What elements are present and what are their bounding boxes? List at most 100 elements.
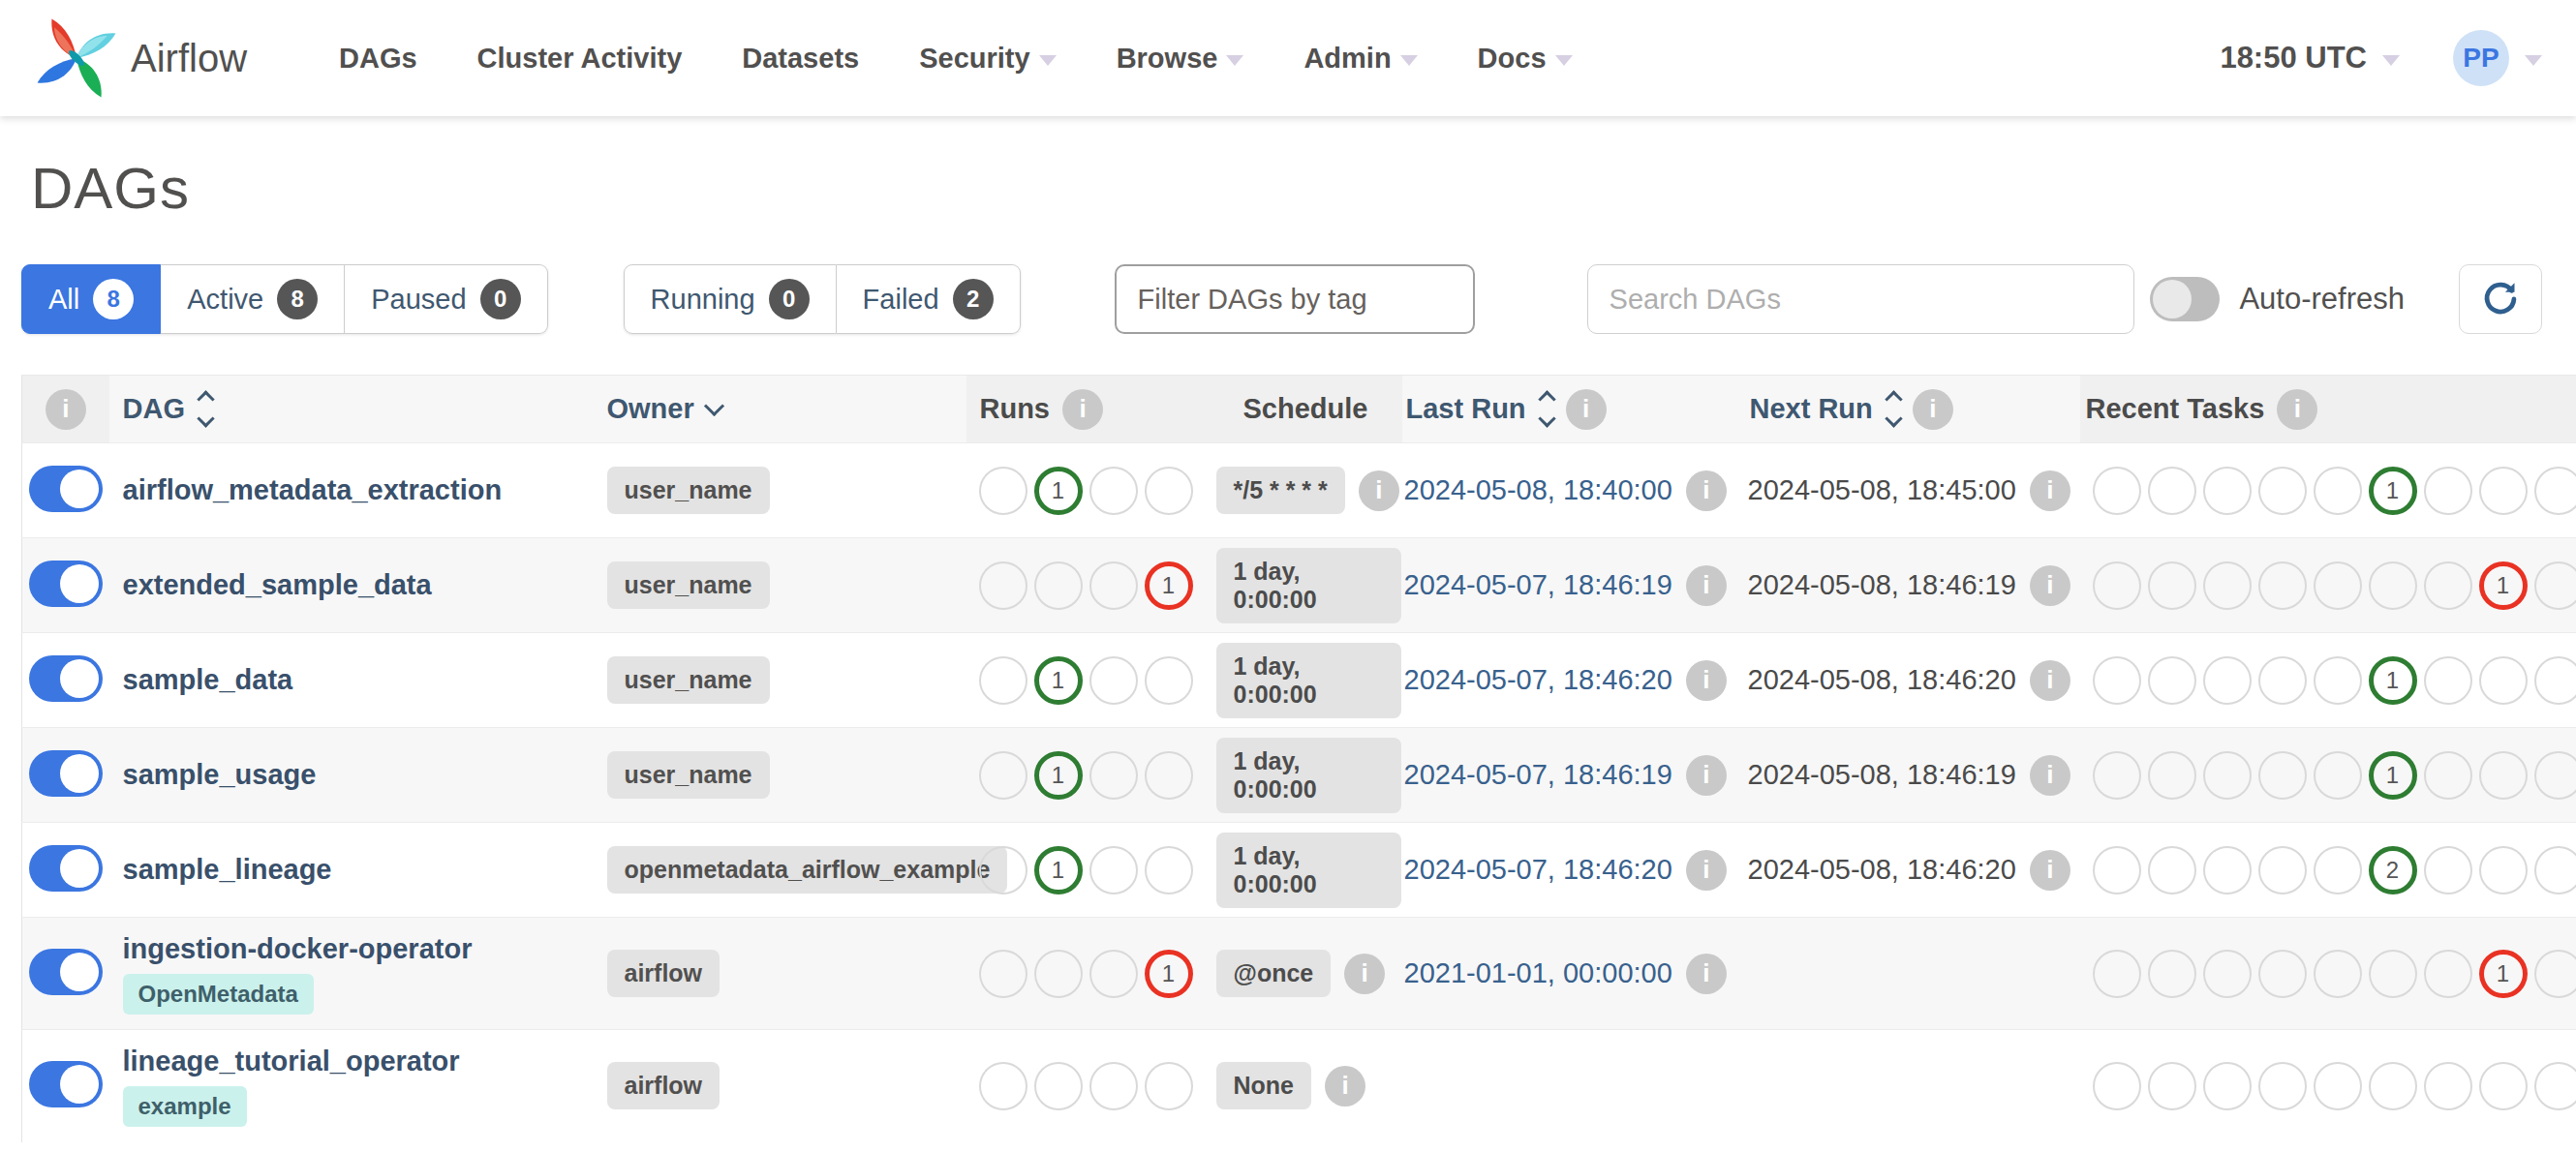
filter-tab-all[interactable]: All8: [21, 264, 161, 334]
recent-task-circle-empty[interactable]: [2534, 846, 2576, 894]
recent-task-circle-empty[interactable]: [2093, 950, 2141, 998]
recent-task-circle-empty[interactable]: [2314, 846, 2362, 894]
recent-task-circle-empty[interactable]: [2424, 950, 2472, 998]
run-state-circle-empty[interactable]: [979, 751, 1027, 800]
recent-task-circle-empty[interactable]: [2258, 1062, 2307, 1110]
recent-task-circle-empty[interactable]: [2424, 561, 2472, 610]
recent-task-circle-empty[interactable]: [2203, 846, 2252, 894]
recent-task-circle-empty[interactable]: [2479, 467, 2528, 515]
recent-task-circle-empty[interactable]: [2093, 656, 2141, 705]
recent-task-circle-failed[interactable]: 1: [2479, 950, 2528, 998]
owner-badge[interactable]: openmetadata_airflow_example: [607, 846, 1008, 894]
run-state-circle-empty[interactable]: [1145, 1062, 1193, 1110]
recent-task-circle-success[interactable]: 1: [2369, 751, 2417, 800]
recent-task-circle-empty[interactable]: [2369, 950, 2417, 998]
last-run-link[interactable]: 2024-05-07, 18:46:19: [1404, 759, 1672, 791]
nav-item-cluster-activity[interactable]: Cluster Activity: [477, 43, 683, 75]
run-state-circle-empty[interactable]: [1034, 950, 1083, 998]
last-run-link[interactable]: 2021-01-01, 00:00:00: [1404, 957, 1672, 989]
dag-name-link[interactable]: extended_sample_data: [123, 569, 432, 601]
run-state-circle-success[interactable]: 1: [1034, 656, 1083, 705]
recent-task-circle-empty[interactable]: [2479, 1062, 2528, 1110]
run-state-circle-success[interactable]: 1: [1034, 846, 1083, 894]
recent-task-circle-empty[interactable]: [2148, 467, 2196, 515]
recent-task-circle-empty[interactable]: [2093, 467, 2141, 515]
dag-pause-toggle[interactable]: [29, 949, 103, 995]
run-state-circle-empty[interactable]: [1145, 467, 1193, 515]
recent-task-circle-empty[interactable]: [2479, 751, 2528, 800]
recent-task-circle-success[interactable]: 2: [2369, 846, 2417, 894]
run-state-circle-failed[interactable]: 1: [1145, 561, 1193, 610]
airflow-brand[interactable]: Airflow: [34, 15, 247, 101]
owner-badge[interactable]: user_name: [607, 467, 770, 514]
dag-pause-toggle[interactable]: [29, 1061, 103, 1107]
last-run-link[interactable]: 2024-05-07, 18:46:20: [1404, 854, 1672, 886]
recent-task-circle-empty[interactable]: [2314, 1062, 2362, 1110]
last-run-link[interactable]: 2024-05-07, 18:46:19: [1404, 569, 1672, 601]
dag-pause-toggle[interactable]: [29, 750, 103, 797]
recent-task-circle-empty[interactable]: [2314, 656, 2362, 705]
last-run-link[interactable]: 2024-05-08, 18:40:00: [1404, 474, 1672, 506]
recent-task-circle-empty[interactable]: [2314, 950, 2362, 998]
refresh-button[interactable]: [2459, 264, 2542, 334]
dag-tag-badge[interactable]: OpenMetadata: [123, 974, 314, 1015]
recent-task-circle-empty[interactable]: [2314, 561, 2362, 610]
recent-task-circle-empty[interactable]: [2258, 846, 2307, 894]
recent-task-circle-empty[interactable]: [2479, 846, 2528, 894]
recent-task-circle-empty[interactable]: [2534, 656, 2576, 705]
filter-tab-active[interactable]: Active8: [161, 264, 345, 334]
run-state-circle-empty[interactable]: [1089, 561, 1138, 610]
nav-item-browse[interactable]: Browse: [1117, 43, 1244, 75]
run-state-circle-empty[interactable]: [979, 950, 1027, 998]
sort-by-dag[interactable]: DAG: [123, 393, 593, 425]
owner-badge[interactable]: airflow: [607, 950, 721, 997]
dag-name-link[interactable]: sample_lineage: [123, 854, 332, 886]
nav-item-admin[interactable]: Admin: [1303, 43, 1417, 75]
dag-pause-toggle[interactable]: [29, 561, 103, 607]
recent-task-circle-empty[interactable]: [2148, 751, 2196, 800]
run-state-circle-empty[interactable]: [1145, 846, 1193, 894]
recent-task-circle-empty[interactable]: [2314, 467, 2362, 515]
dag-name-link[interactable]: lineage_tutorial_operator: [123, 1046, 460, 1077]
run-state-circle-empty[interactable]: [979, 1062, 1027, 1110]
recent-task-circle-empty[interactable]: [2148, 561, 2196, 610]
run-state-circle-empty[interactable]: [1089, 1062, 1138, 1110]
recent-task-circle-empty[interactable]: [2093, 751, 2141, 800]
recent-task-circle-empty[interactable]: [2093, 561, 2141, 610]
recent-task-circle-empty[interactable]: [2369, 561, 2417, 610]
run-state-circle-empty[interactable]: [979, 846, 1027, 894]
owner-badge[interactable]: user_name: [607, 656, 770, 704]
run-state-circle-empty[interactable]: [1089, 656, 1138, 705]
sort-by-last-run[interactable]: Last Run: [1406, 393, 1553, 425]
run-state-circle-empty[interactable]: [1089, 751, 1138, 800]
dag-pause-toggle[interactable]: [29, 845, 103, 892]
dag-tag-badge[interactable]: example: [123, 1086, 247, 1127]
recent-task-circle-empty[interactable]: [2258, 751, 2307, 800]
dag-name-link[interactable]: sample_usage: [123, 759, 317, 791]
recent-task-circle-empty[interactable]: [2093, 846, 2141, 894]
recent-task-circle-empty[interactable]: [2203, 751, 2252, 800]
recent-task-circle-empty[interactable]: [2424, 467, 2472, 515]
run-state-circle-failed[interactable]: 1: [1145, 950, 1193, 998]
recent-task-circle-empty[interactable]: [2534, 467, 2576, 515]
run-state-circle-empty[interactable]: [979, 656, 1027, 705]
dag-name-link[interactable]: ingestion-docker-operator: [123, 933, 473, 965]
dag-name-link[interactable]: airflow_metadata_extraction: [123, 474, 503, 506]
recent-task-circle-success[interactable]: 1: [2369, 656, 2417, 705]
tag-filter-input[interactable]: [1115, 264, 1475, 334]
dag-pause-toggle[interactable]: [29, 466, 103, 512]
recent-task-circle-success[interactable]: 1: [2369, 467, 2417, 515]
recent-task-circle-empty[interactable]: [2203, 561, 2252, 610]
recent-task-circle-failed[interactable]: 1: [2479, 561, 2528, 610]
nav-item-dags[interactable]: DAGs: [339, 43, 417, 75]
last-run-link[interactable]: 2024-05-07, 18:46:20: [1404, 664, 1672, 696]
search-dags-input[interactable]: [1587, 264, 2134, 334]
recent-task-circle-empty[interactable]: [2424, 1062, 2472, 1110]
recent-task-circle-empty[interactable]: [2534, 751, 2576, 800]
recent-task-circle-empty[interactable]: [2148, 846, 2196, 894]
auto-refresh-toggle[interactable]: [2150, 277, 2220, 321]
run-state-circle-empty[interactable]: [1034, 561, 1083, 610]
recent-task-circle-empty[interactable]: [2479, 656, 2528, 705]
timezone-selector[interactable]: 18:50 UTC: [2220, 41, 2400, 76]
run-state-circle-empty[interactable]: [979, 561, 1027, 610]
